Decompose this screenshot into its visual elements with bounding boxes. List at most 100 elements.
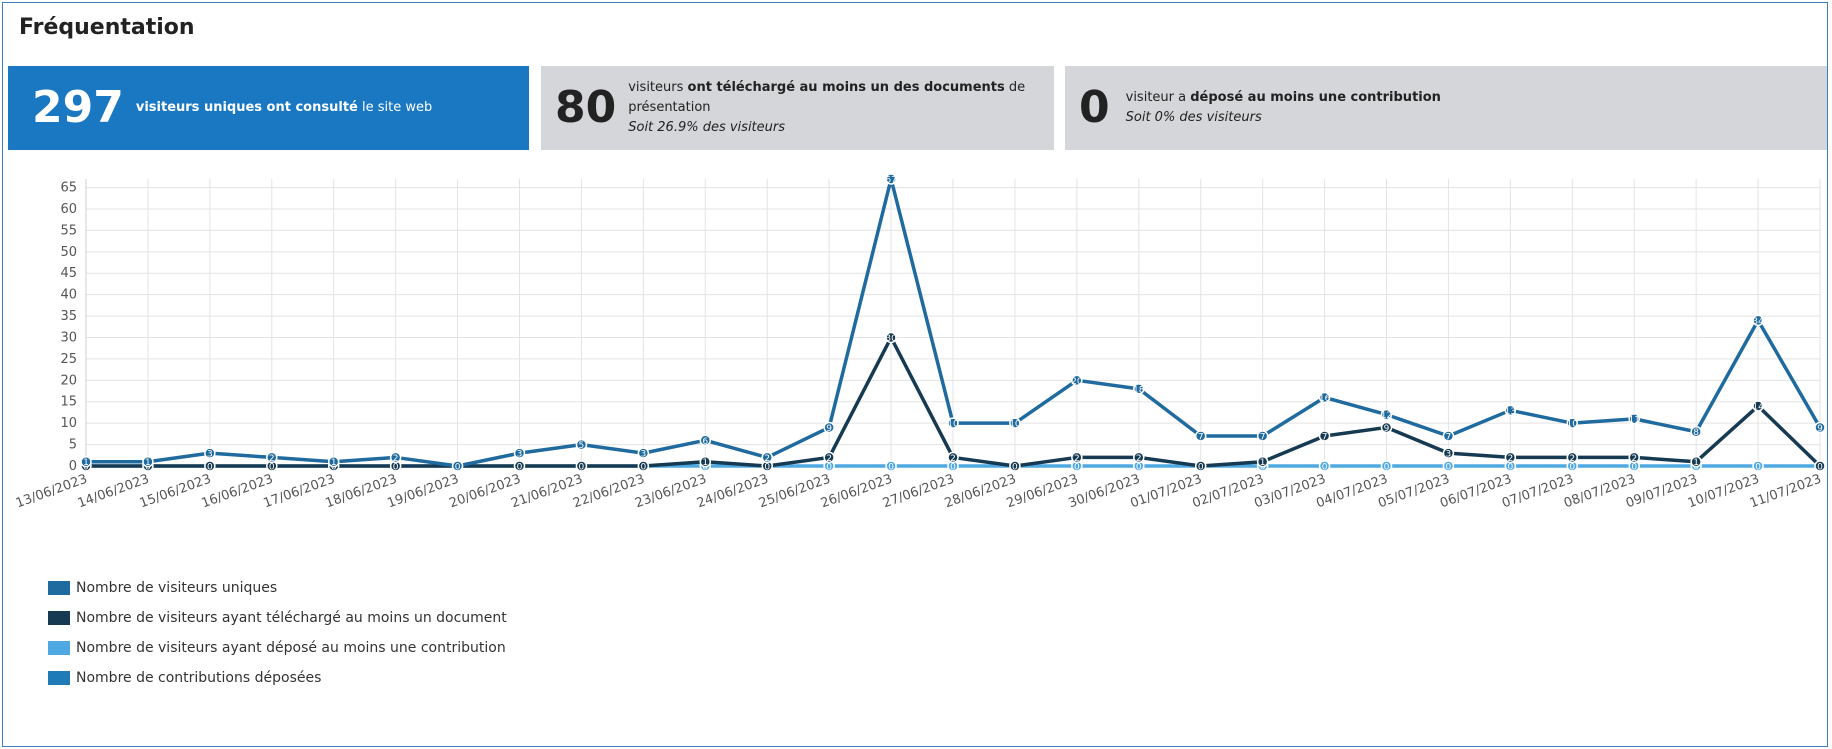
legend-swatch [48,581,70,595]
data-point[interactable] [1071,374,1083,387]
data-point[interactable] [1566,417,1579,429]
data-label: 3 [517,450,523,460]
data-label: 11 [1628,415,1639,425]
data-point[interactable] [1566,451,1579,464]
unique-visitors-value: 297 [32,82,124,133]
unique-visitors-desc: visiteurs uniques ont consulté le site w… [135,100,433,115]
data-point[interactable] [1442,460,1455,472]
data-point[interactable] [1752,460,1764,472]
data-label: 2 [1074,454,1080,464]
data-point[interactable] [389,451,402,464]
legend-item-downloads[interactable]: Nombre de visiteurs ayant téléchargé au … [48,610,507,626]
data-point[interactable] [1133,451,1145,464]
data-point[interactable] [699,434,712,447]
data-point[interactable] [80,455,92,468]
legend-item-contributors[interactable]: Nombre de visiteurs ayant déposé au moin… [48,640,506,656]
data-point[interactable] [1442,430,1455,442]
data-point[interactable] [266,451,278,464]
y-tick-label: 35 [60,309,77,324]
data-point[interactable] [1814,421,1826,434]
y-tick-label: 40 [60,288,77,303]
data-label: 14 [1752,403,1764,413]
data-point[interactable] [1752,400,1764,412]
data-point[interactable] [513,447,526,459]
data-point[interactable] [575,460,588,472]
data-point[interactable] [1380,421,1393,434]
data-point[interactable] [1380,460,1393,472]
data-point[interactable] [885,460,897,472]
legend-item-contributions[interactable]: Nombre de contributions déposées [48,670,321,686]
data-point[interactable] [1194,460,1207,472]
data-point[interactable] [699,455,712,468]
data-label: 13 [1505,407,1516,417]
data-label: 0 [1755,463,1761,473]
data-point[interactable] [1380,408,1393,421]
legend-label: Nombre de visiteurs ayant téléchargé au … [76,610,507,626]
data-label: 9 [826,424,832,434]
contributions-value: 0 [1079,82,1110,133]
y-tick-label: 60 [60,202,77,217]
data-label: 67 [885,176,896,186]
legend-swatch [48,611,70,625]
data-point[interactable] [1318,460,1331,472]
data-point[interactable] [1690,425,1702,438]
data-point[interactable] [761,451,773,464]
data-label: 6 [702,437,708,447]
panel-title: Fréquentation [19,15,195,40]
legend-item-unique-visitors[interactable]: Nombre de visiteurs uniques [48,580,277,596]
y-tick-label: 20 [60,373,77,388]
data-label: 0 [950,463,956,473]
data-label: 0 [702,463,708,473]
data-point[interactable] [1194,430,1207,442]
data-point[interactable] [947,451,959,464]
data-label: 7 [1198,433,1204,443]
data-label: 2 [764,454,770,464]
data-point[interactable] [327,455,340,468]
downloads-percent: Soit 26.9% des visiteurs [628,120,786,135]
data-point[interactable] [1504,404,1517,417]
data-point[interactable] [1318,430,1331,442]
data-point[interactable] [637,447,650,459]
data-point[interactable] [204,447,216,459]
data-point[interactable] [451,460,464,472]
data-point[interactable] [823,421,835,434]
data-point[interactable] [637,460,650,472]
data-point[interactable] [1628,451,1640,464]
data-point[interactable] [885,173,897,185]
data-label: 16 [1319,394,1331,404]
data-point[interactable] [1071,451,1083,464]
data-point[interactable] [1504,451,1517,464]
data-label: 0 [764,463,770,473]
data-label: 7 [1446,433,1452,443]
data-point[interactable] [1256,455,1269,468]
data-point[interactable] [885,331,897,344]
data-point[interactable] [1009,417,1021,429]
data-label: 0 [1507,463,1513,473]
data-point[interactable] [513,460,526,472]
data-point[interactable] [823,451,835,464]
data-point[interactable] [142,455,154,468]
data-label: 3 [207,450,213,460]
data-point[interactable] [1442,447,1455,459]
data-label: 0 [1260,463,1266,473]
data-label: 0 [1136,463,1142,473]
data-point[interactable] [204,460,216,472]
data-label: 0 [517,463,523,473]
contributions-card: 0 visiteur a déposé au moins une contrib… [1065,66,1827,150]
data-point[interactable] [575,438,588,451]
data-point[interactable] [1690,455,1702,468]
data-point[interactable] [1009,460,1021,472]
legend-swatch [48,641,70,655]
data-point[interactable] [1752,314,1764,327]
data-point[interactable] [1814,460,1826,472]
data-point[interactable] [1318,391,1331,404]
data-label: 1 [331,458,337,468]
data-label: 0 [579,463,585,473]
data-point[interactable] [1628,413,1640,425]
data-point[interactable] [947,417,959,429]
data-point[interactable] [1256,430,1269,442]
y-tick-label: 50 [60,245,77,260]
data-label: 0 [1322,463,1328,473]
data-point[interactable] [1133,383,1145,395]
